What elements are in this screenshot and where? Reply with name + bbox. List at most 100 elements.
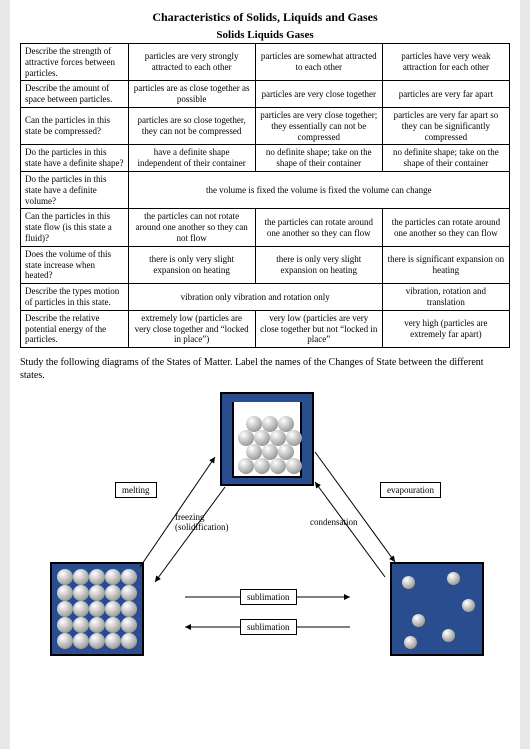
row-label: Do the particles in this state have a de… — [21, 171, 129, 208]
table-row: Does the volume of this state increase w… — [21, 246, 510, 283]
particle-sphere — [105, 633, 121, 649]
row-label: Describe the amount of space between par… — [21, 81, 129, 108]
table-row: Do the particles in this state have a de… — [21, 145, 510, 172]
row-label: Does the volume of this state increase w… — [21, 246, 129, 283]
cell: particles are as close together as possi… — [128, 81, 255, 108]
melting-label: melting — [115, 482, 157, 498]
particle-sphere — [121, 633, 137, 649]
particle-sphere — [262, 444, 278, 460]
states-diagram: melting freezing (solidification) evapou… — [20, 392, 510, 672]
particle-sphere — [402, 576, 415, 589]
cell: vibration, rotation and translation — [382, 284, 509, 311]
particle-sphere — [412, 614, 425, 627]
particle-sphere — [442, 629, 455, 642]
cell: particles are very far apart so they can… — [382, 107, 509, 144]
particle-sphere — [121, 601, 137, 617]
cell: particles are very strongly attracted to… — [128, 44, 255, 81]
gas-diagram — [390, 562, 484, 656]
cell: particles are very far apart — [382, 81, 509, 108]
particle-sphere — [278, 416, 294, 432]
row-label: Describe the types motion of particles i… — [21, 284, 129, 311]
particle-sphere — [73, 585, 89, 601]
particle-sphere — [270, 458, 286, 474]
characteristics-table: Describe the strength of attractive forc… — [20, 43, 510, 348]
particle-sphere — [447, 572, 460, 585]
column-header: Solids Liquids Gases — [20, 29, 510, 41]
particle-sphere — [404, 636, 417, 649]
cell: particles have very weak attraction for … — [382, 44, 509, 81]
particle-sphere — [73, 569, 89, 585]
cell: no definite shape; take on the shape of … — [382, 145, 509, 172]
particle-sphere — [262, 416, 278, 432]
evaporation-label: evapouration — [380, 482, 441, 498]
cell: there is only very slight expansion on h… — [255, 246, 382, 283]
particle-sphere — [254, 430, 270, 446]
instruction-text: Study the following diagrams of the Stat… — [20, 356, 510, 382]
particle-sphere — [462, 599, 475, 612]
particle-sphere — [89, 633, 105, 649]
particle-sphere — [57, 569, 73, 585]
particle-sphere — [286, 430, 302, 446]
cell: the particles can rotate around one anot… — [382, 209, 509, 246]
table-row: Can the particles in this state be compr… — [21, 107, 510, 144]
particle-sphere — [89, 617, 105, 633]
particle-sphere — [246, 444, 262, 460]
particle-sphere — [270, 430, 286, 446]
particle-sphere — [57, 617, 73, 633]
cell: there is significant expansion on heatin… — [382, 246, 509, 283]
liquid-diagram — [220, 392, 314, 486]
cell: particles are very close together — [255, 81, 382, 108]
table-row: Describe the amount of space between par… — [21, 81, 510, 108]
cell: there is only very slight expansion on h… — [128, 246, 255, 283]
merged-cell: the volume is fixed the volume is fixed … — [128, 171, 509, 208]
particle-sphere — [246, 416, 262, 432]
particle-sphere — [238, 458, 254, 474]
table-row: Describe the types motion of particles i… — [21, 284, 510, 311]
freezing-label: freezing (solidification) — [175, 512, 245, 532]
merged-cell: vibration only vibration and rotation on… — [128, 284, 382, 311]
particle-sphere — [73, 633, 89, 649]
cell: particles are very close together; they … — [255, 107, 382, 144]
condensation-label: condensation — [310, 517, 358, 527]
particle-sphere — [278, 444, 294, 460]
particle-sphere — [121, 569, 137, 585]
cell: have a definite shape independent of the… — [128, 145, 255, 172]
cell: very high (particles are extremely far a… — [382, 310, 509, 347]
cell: the particles can rotate around one anot… — [255, 209, 382, 246]
sublimation2-label: sublimation — [240, 619, 297, 635]
particle-sphere — [89, 601, 105, 617]
table-row: Describe the relative potential energy o… — [21, 310, 510, 347]
particle-sphere — [105, 617, 121, 633]
cell: no definite shape; take on the shape of … — [255, 145, 382, 172]
particle-sphere — [73, 601, 89, 617]
particle-sphere — [121, 585, 137, 601]
row-label: Can the particles in this state flow (is… — [21, 209, 129, 246]
row-label: Can the particles in this state be compr… — [21, 107, 129, 144]
cell: very low (particles are very close toget… — [255, 310, 382, 347]
row-label: Do the particles in this state have a de… — [21, 145, 129, 172]
particle-sphere — [254, 458, 270, 474]
cell: particles are so close together, they ca… — [128, 107, 255, 144]
cell: particles are somewhat attracted to each… — [255, 44, 382, 81]
particle-sphere — [57, 585, 73, 601]
particle-sphere — [105, 585, 121, 601]
particle-sphere — [73, 617, 89, 633]
table-row: Can the particles in this state flow (is… — [21, 209, 510, 246]
particle-sphere — [57, 601, 73, 617]
cell: extremely low (particles are very close … — [128, 310, 255, 347]
particle-sphere — [121, 617, 137, 633]
solid-diagram — [50, 562, 144, 656]
row-label: Describe the strength of attractive forc… — [21, 44, 129, 81]
particle-sphere — [105, 569, 121, 585]
particle-sphere — [89, 585, 105, 601]
particle-sphere — [286, 458, 302, 474]
particle-sphere — [57, 633, 73, 649]
sublimation1-label: sublimation — [240, 589, 297, 605]
table-row: Do the particles in this state have a de… — [21, 171, 510, 208]
cell: the particles can not rotate around one … — [128, 209, 255, 246]
particle-sphere — [238, 430, 254, 446]
row-label: Describe the relative potential energy o… — [21, 310, 129, 347]
particle-sphere — [105, 601, 121, 617]
table-row: Describe the strength of attractive forc… — [21, 44, 510, 81]
particle-sphere — [89, 569, 105, 585]
